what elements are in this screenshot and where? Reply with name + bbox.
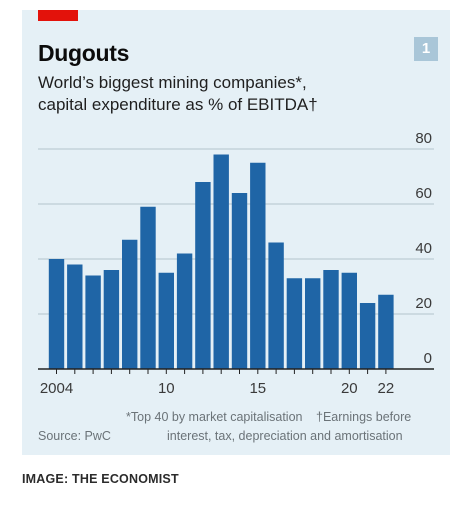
bar-2006 (85, 275, 101, 369)
x-tick-label-2010: 10 (158, 380, 175, 397)
x-tick-label-2004: 2004 (40, 380, 73, 397)
y-tick-label-80: 80 (415, 130, 432, 147)
x-tick-label-2020: 20 (341, 380, 358, 397)
bar-2007 (103, 270, 120, 369)
bar-2022 (378, 294, 394, 369)
bar-2009 (140, 206, 156, 369)
x-tick-label-2022: 22 (378, 380, 395, 397)
bar-2015 (250, 162, 266, 369)
y-tick-label-20: 20 (415, 295, 432, 312)
bar-2016 (268, 242, 284, 369)
brand-red-bar (38, 10, 78, 21)
bar-2013 (213, 154, 229, 369)
bar-2011 (176, 253, 193, 369)
footnote-dagger-line2: interest, tax, depreciation and amortisa… (167, 429, 403, 443)
footnote-dagger-line1: †Earnings before (316, 410, 412, 424)
bar-2014 (231, 193, 248, 369)
source-note: Source: PwC (38, 429, 111, 443)
bar-2021 (359, 303, 376, 369)
chart-number-badge: 1 (414, 37, 438, 61)
bar-2019 (323, 270, 339, 369)
bar-2012 (195, 182, 211, 369)
image-credit: IMAGE: THE ECONOMIST (22, 472, 179, 486)
chart-subtitle-line2: capital expenditure as % of EBITDA† (38, 95, 318, 114)
y-tick-label-40: 40 (415, 240, 432, 257)
chart-title: Dugouts (38, 40, 130, 66)
chart-subtitle-line1: World’s biggest mining companies*, (38, 73, 307, 92)
bar-2004 (48, 259, 65, 369)
chart-panel: Dugouts World’s biggest mining companies… (22, 10, 450, 455)
x-tick-label-2015: 15 (249, 380, 266, 397)
bar-2008 (122, 239, 138, 369)
bar-2018 (305, 278, 321, 369)
bar-2010 (158, 272, 174, 369)
footnote-star: *Top 40 by market capitalisation (126, 410, 303, 424)
bar-2017 (286, 278, 303, 369)
bar-chart: 0 20 40 60 80 2004 10 15 20 22 (38, 130, 434, 397)
bar-2005 (67, 264, 83, 369)
y-tick-label-0: 0 (424, 350, 432, 367)
bar-2020 (341, 272, 357, 369)
y-tick-label-60: 60 (415, 185, 432, 202)
